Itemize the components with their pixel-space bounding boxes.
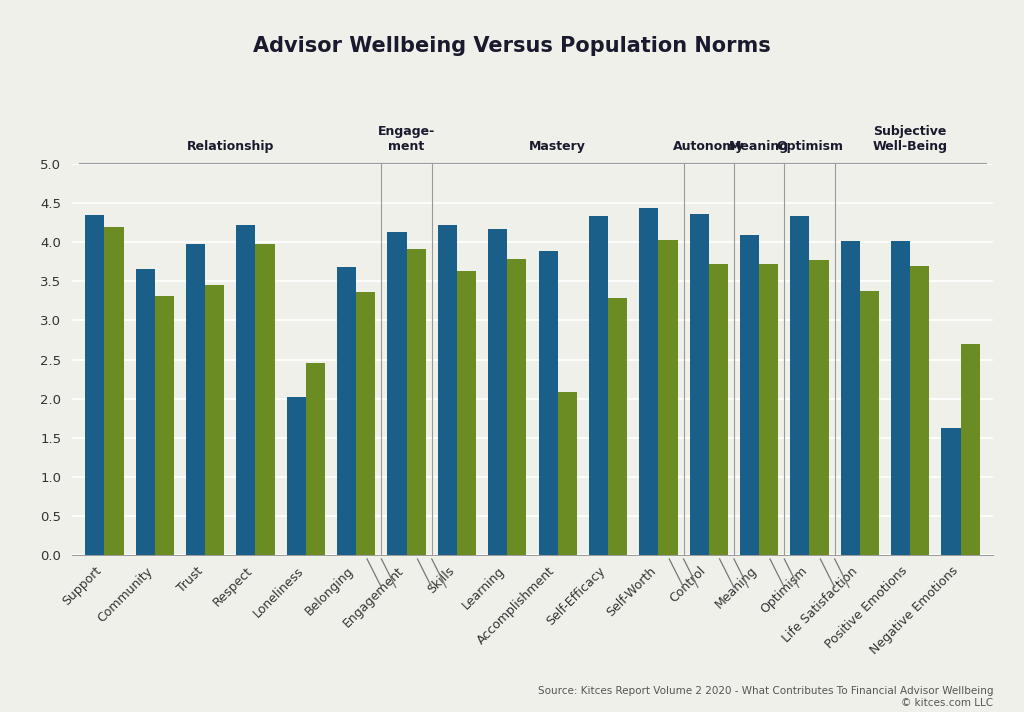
Bar: [387, 232, 407, 555]
Bar: [306, 362, 325, 555]
Bar: [488, 229, 507, 555]
Bar: [589, 216, 608, 555]
Bar: [186, 244, 205, 555]
Text: Advisor Wellbeing Versus Population Norms: Advisor Wellbeing Versus Population Norm…: [253, 36, 771, 56]
Bar: [658, 240, 678, 555]
Bar: [639, 208, 658, 555]
Bar: [558, 392, 577, 555]
Bar: [961, 344, 980, 555]
Bar: [407, 249, 426, 555]
Bar: [438, 225, 457, 555]
Bar: [287, 397, 306, 555]
Bar: [237, 225, 256, 555]
Bar: [507, 258, 526, 555]
Bar: [759, 264, 778, 555]
Text: © kitces.com LLC: © kitces.com LLC: [901, 698, 993, 708]
Bar: [809, 260, 828, 555]
Bar: [689, 214, 709, 555]
Bar: [791, 216, 809, 555]
Bar: [337, 267, 356, 555]
Bar: [841, 241, 860, 555]
Text: Optimism: Optimism: [776, 140, 843, 153]
Bar: [356, 292, 376, 555]
Bar: [85, 215, 104, 555]
Bar: [104, 227, 124, 555]
Bar: [709, 264, 728, 555]
Text: Source: Kitces Report Volume 2 2020 - What Contributes To Financial Advisor Well: Source: Kitces Report Volume 2 2020 - Wh…: [538, 686, 993, 696]
Bar: [740, 235, 759, 555]
Text: Autonomy: Autonomy: [673, 140, 744, 153]
Bar: [135, 269, 155, 555]
Bar: [941, 428, 961, 555]
Text: Subjective
Well-Being: Subjective Well-Being: [872, 125, 947, 153]
Bar: [457, 271, 476, 555]
Bar: [910, 266, 930, 555]
Bar: [539, 251, 558, 555]
Bar: [256, 244, 274, 555]
Bar: [860, 290, 879, 555]
Text: Mastery: Mastery: [529, 140, 586, 153]
Bar: [205, 285, 224, 555]
Text: Engage-
ment: Engage- ment: [378, 125, 435, 153]
Text: Meaning: Meaning: [729, 140, 790, 153]
Bar: [155, 296, 174, 555]
Bar: [608, 298, 627, 555]
Text: Relationship: Relationship: [186, 140, 274, 153]
Bar: [891, 241, 910, 555]
